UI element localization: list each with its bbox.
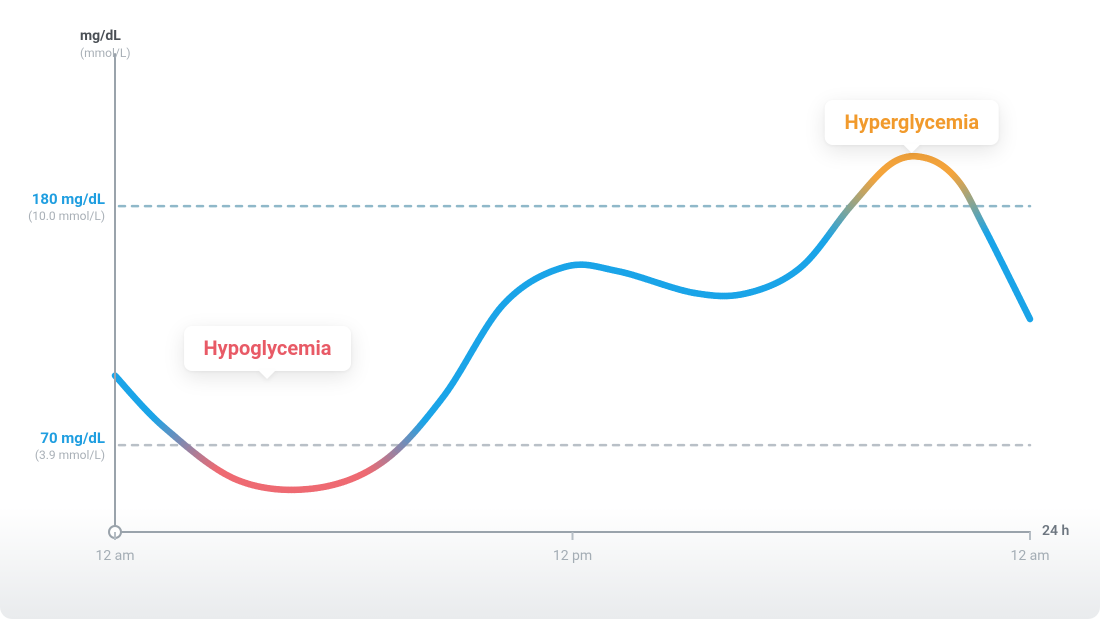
threshold-lower-label: 70 mg/dL bbox=[40, 429, 105, 447]
callout-hypo-text: Hypoglycemia bbox=[204, 336, 332, 360]
threshold-upper-sublabel: (10.0 mmol/L) bbox=[28, 209, 105, 223]
y-axis-unit-secondary: (mmol/L) bbox=[80, 46, 131, 60]
x-tick-label: 12 am bbox=[1010, 548, 1049, 564]
threshold-lower-sublabel: (3.9 mmol/L) bbox=[35, 448, 105, 462]
callout-hypoglycemia: Hypoglycemia bbox=[184, 326, 352, 371]
y-axis-unit-primary: mg/dL bbox=[80, 28, 121, 44]
glucose-chart: mg/dL (mmol/L) 180 mg/dL (10.0 mmol/L) 7… bbox=[0, 0, 1100, 619]
callout-hyper-text: Hyperglycemia bbox=[845, 110, 980, 134]
x-axis-end-label: 24 h bbox=[1042, 523, 1069, 539]
x-tick-label: 12 pm bbox=[553, 548, 592, 564]
x-tick-label: 12 am bbox=[95, 548, 134, 564]
threshold-upper-label: 180 mg/dL bbox=[32, 190, 105, 208]
callout-hyperglycemia: Hyperglycemia bbox=[825, 100, 1000, 145]
chart-svg bbox=[0, 0, 1100, 619]
